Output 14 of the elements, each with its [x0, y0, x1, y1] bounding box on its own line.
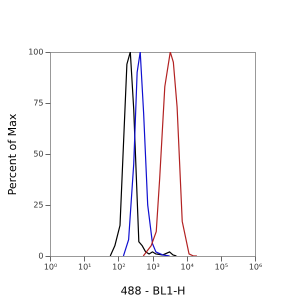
y-tick-label: 75	[33, 98, 44, 108]
x-tick-label: 10¹	[78, 262, 92, 272]
y-tick-label: 50	[33, 150, 44, 158]
x-axis-title: 488 - BL1-H	[120, 284, 186, 298]
x-tick-label: 10²	[112, 262, 126, 272]
x-tick-label: 10⁵	[214, 262, 228, 272]
x-tick-label: 10⁶	[248, 262, 262, 272]
y-axis-title: Percent of Max	[6, 113, 20, 196]
y-tick-label: 0	[38, 252, 44, 260]
y-tick-label: 100	[28, 48, 44, 56]
x-tick-label: 10⁴	[180, 262, 194, 272]
y-tick-label: 25	[33, 200, 44, 210]
x-tick-label: 10³	[146, 262, 160, 272]
x-tick-label: 10⁰	[44, 262, 58, 272]
